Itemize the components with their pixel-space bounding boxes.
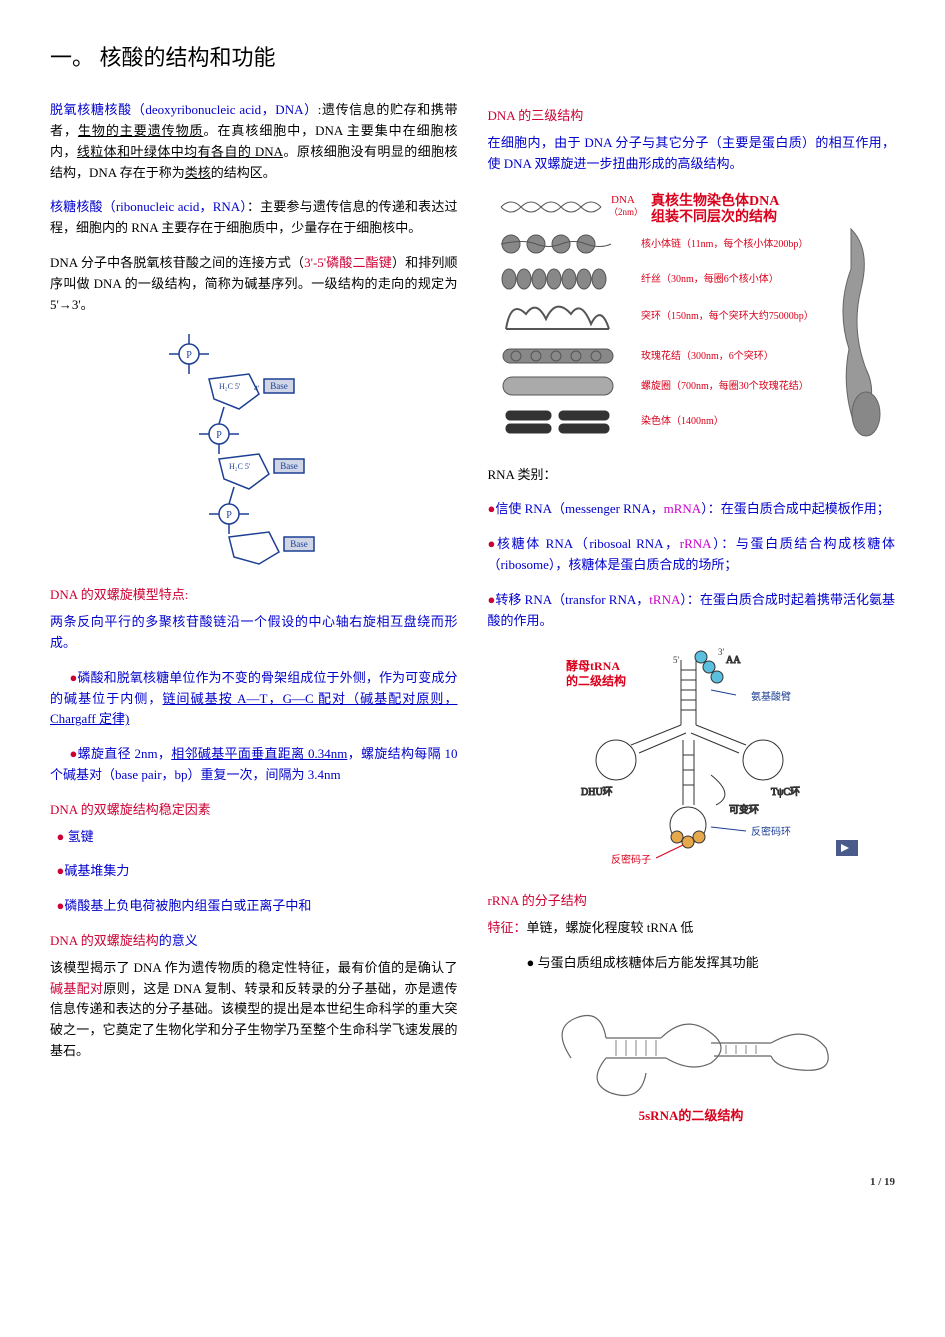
text: 氢键 bbox=[64, 829, 93, 844]
label: 反密码子 bbox=[611, 853, 651, 866]
trna-item: ●转移 RNA（transfor RNA，tRNA）：在蛋白质合成时起着携带活化… bbox=[488, 590, 896, 632]
red-term: 3'-5'磷酸二酯键 bbox=[304, 255, 392, 270]
page-title: 一。 核酸的结构和功能 bbox=[50, 40, 895, 75]
text: 碱基堆集力 bbox=[64, 863, 129, 878]
text: 转移 RNA（transfor RNA， bbox=[495, 592, 649, 607]
mrna-item: ●信使 RNA（messenger RNA，mRNA）：在蛋白质合成中起模板作用… bbox=[488, 499, 896, 520]
nucleotide-chain-figure: P H₂C 5' 4' Base P H₂C 5' bbox=[50, 329, 458, 569]
label: TψC环 bbox=[771, 787, 800, 798]
5s-rrna-figure: 5sRNA的二级结构 bbox=[488, 988, 896, 1128]
chromatin-packing-figure: DNA （2nm） 真核生物染色体DNA 组装不同层次的结构 核小体链（11nm… bbox=[488, 189, 896, 449]
label: 特征： bbox=[488, 920, 527, 935]
label: 纤丝（30nm，每圈6个核小体） bbox=[641, 272, 779, 285]
label: AA bbox=[726, 655, 741, 666]
svg-text:P: P bbox=[186, 350, 192, 361]
label: 氨基酸臂 bbox=[751, 690, 791, 703]
text: 信使 RNA（messenger RNA， bbox=[495, 501, 663, 516]
significance-head: DNA 的双螺旋结构的意义 bbox=[50, 931, 458, 952]
svg-text:H₂C 5': H₂C 5' bbox=[219, 382, 241, 391]
figure-caption: 5sRNA的二级结构 bbox=[639, 1108, 744, 1123]
underline-text: 相邻碱基平面垂直距离 0.34nm bbox=[171, 746, 347, 761]
significance-paragraph: 该模型揭示了 DNA 作为遗传物质的稳定性特征，最有价值的是确认了碱基配对原则，… bbox=[50, 958, 458, 1062]
figure-title: 组装不同层次的结构 bbox=[651, 208, 777, 225]
figure-title: 的二级结构 bbox=[566, 673, 626, 688]
label: 螺旋圈（700nm，每圈30个玫瑰花结） bbox=[641, 379, 809, 392]
bullet-dot: ● bbox=[70, 746, 78, 761]
rrna-item: ●核糖体 RNA（ribosoal RNA，rRNA）：与蛋白质结合构成核糖体（… bbox=[488, 534, 896, 576]
term: mRNA bbox=[664, 501, 702, 516]
rrna-feature-1: 特征：单链，螺旋化程度较 tRNA 低 bbox=[488, 918, 896, 939]
double-helix-bullet-1: ●磷酸和脱氧核糖单位作为不变的骨架组成位于外侧，作为可变成分的碱基位于内侧，链间… bbox=[50, 668, 458, 730]
rrna-feature-2: ● 与蛋白质组成核糖体后方能发挥其功能 bbox=[488, 953, 896, 974]
label: 染色体（1400nm） bbox=[641, 414, 724, 427]
underline-text: 类核 bbox=[185, 165, 211, 180]
stability-bullet-1: ● 氢键 bbox=[50, 827, 458, 848]
text: 螺旋直径 2nm， bbox=[78, 746, 172, 761]
figure-title: 真核生物染色体DNA bbox=[651, 192, 780, 209]
double-helix-p1: 两条反向平行的多聚核苷酸链沿一个假设的中心轴右旋相互盘绕而形成。 bbox=[50, 612, 458, 654]
double-helix-features-head: DNA 的双螺旋模型特点: bbox=[50, 585, 458, 606]
text: 单链，螺旋化程度较 tRNA 低 bbox=[527, 920, 694, 935]
tertiary-structure-head: DNA 的三级结构 bbox=[488, 106, 896, 127]
left-column: 脱氧核糖核酸（deoxyribonucleic acid，DNA）:遗传信息的贮… bbox=[50, 100, 458, 1144]
svg-text:P: P bbox=[226, 510, 232, 521]
double-helix-bullet-2: ●螺旋直径 2nm，相邻碱基平面垂直距离 0.34nm，螺旋结构每隔 10 个碱… bbox=[50, 744, 458, 786]
svg-text:5': 5' bbox=[673, 655, 680, 665]
label: （2nm） bbox=[609, 207, 643, 217]
red-term: 碱基配对 bbox=[50, 981, 103, 996]
rna-categories-head: RNA 类别： bbox=[488, 465, 896, 486]
svg-text:H₂C 5': H₂C 5' bbox=[229, 462, 251, 471]
svg-text:3': 3' bbox=[718, 647, 725, 657]
two-column-layout: 脱氧核糖核酸（deoxyribonucleic acid，DNA）:遗传信息的贮… bbox=[50, 100, 895, 1144]
dna-term: 脱氧核糖核酸（deoxyribonucleic acid，DNA） bbox=[50, 102, 318, 117]
svg-text:Base: Base bbox=[270, 381, 288, 391]
stability-bullet-3: ●磷酸基上负电荷被胞内组蛋白或正离子中和 bbox=[50, 896, 458, 917]
label: DNA bbox=[611, 194, 635, 206]
heading-suffix: 的意义 bbox=[159, 933, 198, 948]
heading: DNA 的双螺旋结构 bbox=[50, 933, 159, 948]
primary-structure: DNA 分子中各脱氧核苷酸之间的连接方式（3'-5'磷酸二酯键）和排列顺序叫做 … bbox=[50, 253, 458, 315]
label: DHU环 bbox=[581, 787, 613, 798]
svg-text:Base: Base bbox=[280, 461, 298, 471]
text: ）：在蛋白质合成中起模板作用； bbox=[701, 501, 890, 516]
term: tRNA bbox=[649, 592, 680, 607]
text: 磷酸基上负电荷被胞内组蛋白或正离子中和 bbox=[64, 898, 311, 913]
tertiary-structure-p: 在细胞内，由于 DNA 分子与其它分子（主要是蛋白质）的相互作用，使 DNA 双… bbox=[488, 133, 896, 175]
text: DNA 分子中各脱氧核苷酸之间的连接方式（ bbox=[50, 255, 304, 270]
label: 玫瑰花结（300nm，6个突环） bbox=[641, 349, 774, 362]
underline-text: 线粒体和叶绿体中均有各自的 DNA bbox=[77, 144, 283, 159]
heading: DNA 的双螺旋模型特点: bbox=[50, 587, 188, 602]
rrna-structure-head: rRNA 的分子结构 bbox=[488, 891, 896, 912]
svg-text:4': 4' bbox=[254, 384, 260, 393]
label: 反密码环 bbox=[751, 825, 791, 838]
text: 的结构区。 bbox=[211, 165, 276, 180]
bullet-dot: ● bbox=[488, 536, 497, 551]
figure-title: 酵母tRNA bbox=[566, 658, 620, 673]
rna-term: 核糖核酸（ribonucleic acid，RNA） bbox=[50, 199, 247, 214]
text: 原则，这是 DNA 复制、转录和反转录的分子基础，亦是遗传信息传递和表达的分子基… bbox=[50, 981, 458, 1058]
right-column: DNA 的三级结构 在细胞内，由于 DNA 分子与其它分子（主要是蛋白质）的相互… bbox=[488, 100, 896, 1144]
label: 核小体链（11nm，每个核小体200bp） bbox=[641, 237, 808, 250]
rna-definition: 核糖核酸（ribonucleic acid，RNA）：主要参与遗传信息的传递和表… bbox=[50, 197, 458, 239]
svg-text:Base: Base bbox=[290, 539, 308, 549]
text: 核糖体 RNA（ribosoal RNA， bbox=[497, 536, 680, 551]
page-footer: 1 / 19 bbox=[50, 1174, 895, 1192]
term: rRNA bbox=[680, 536, 712, 551]
underline-text: 生物的主要遗传物质 bbox=[78, 123, 204, 138]
label: 突环（150nm，每个突环大约75000bp） bbox=[641, 309, 814, 322]
text: 该模型揭示了 DNA 作为遗传物质的稳定性特征，最有价值的是确认了 bbox=[50, 960, 458, 975]
label: 可变环 bbox=[729, 803, 759, 816]
stability-bullet-2: ●碱基堆集力 bbox=[50, 861, 458, 882]
dna-definition: 脱氧核糖核酸（deoxyribonucleic acid，DNA）:遗传信息的贮… bbox=[50, 100, 458, 183]
stability-head: DNA 的双螺旋结构稳定因素 bbox=[50, 800, 458, 821]
trna-cloverleaf-figure: 酵母tRNA 的二级结构 AA DHU环 TψC环 bbox=[488, 645, 896, 875]
svg-text:P: P bbox=[216, 430, 222, 441]
